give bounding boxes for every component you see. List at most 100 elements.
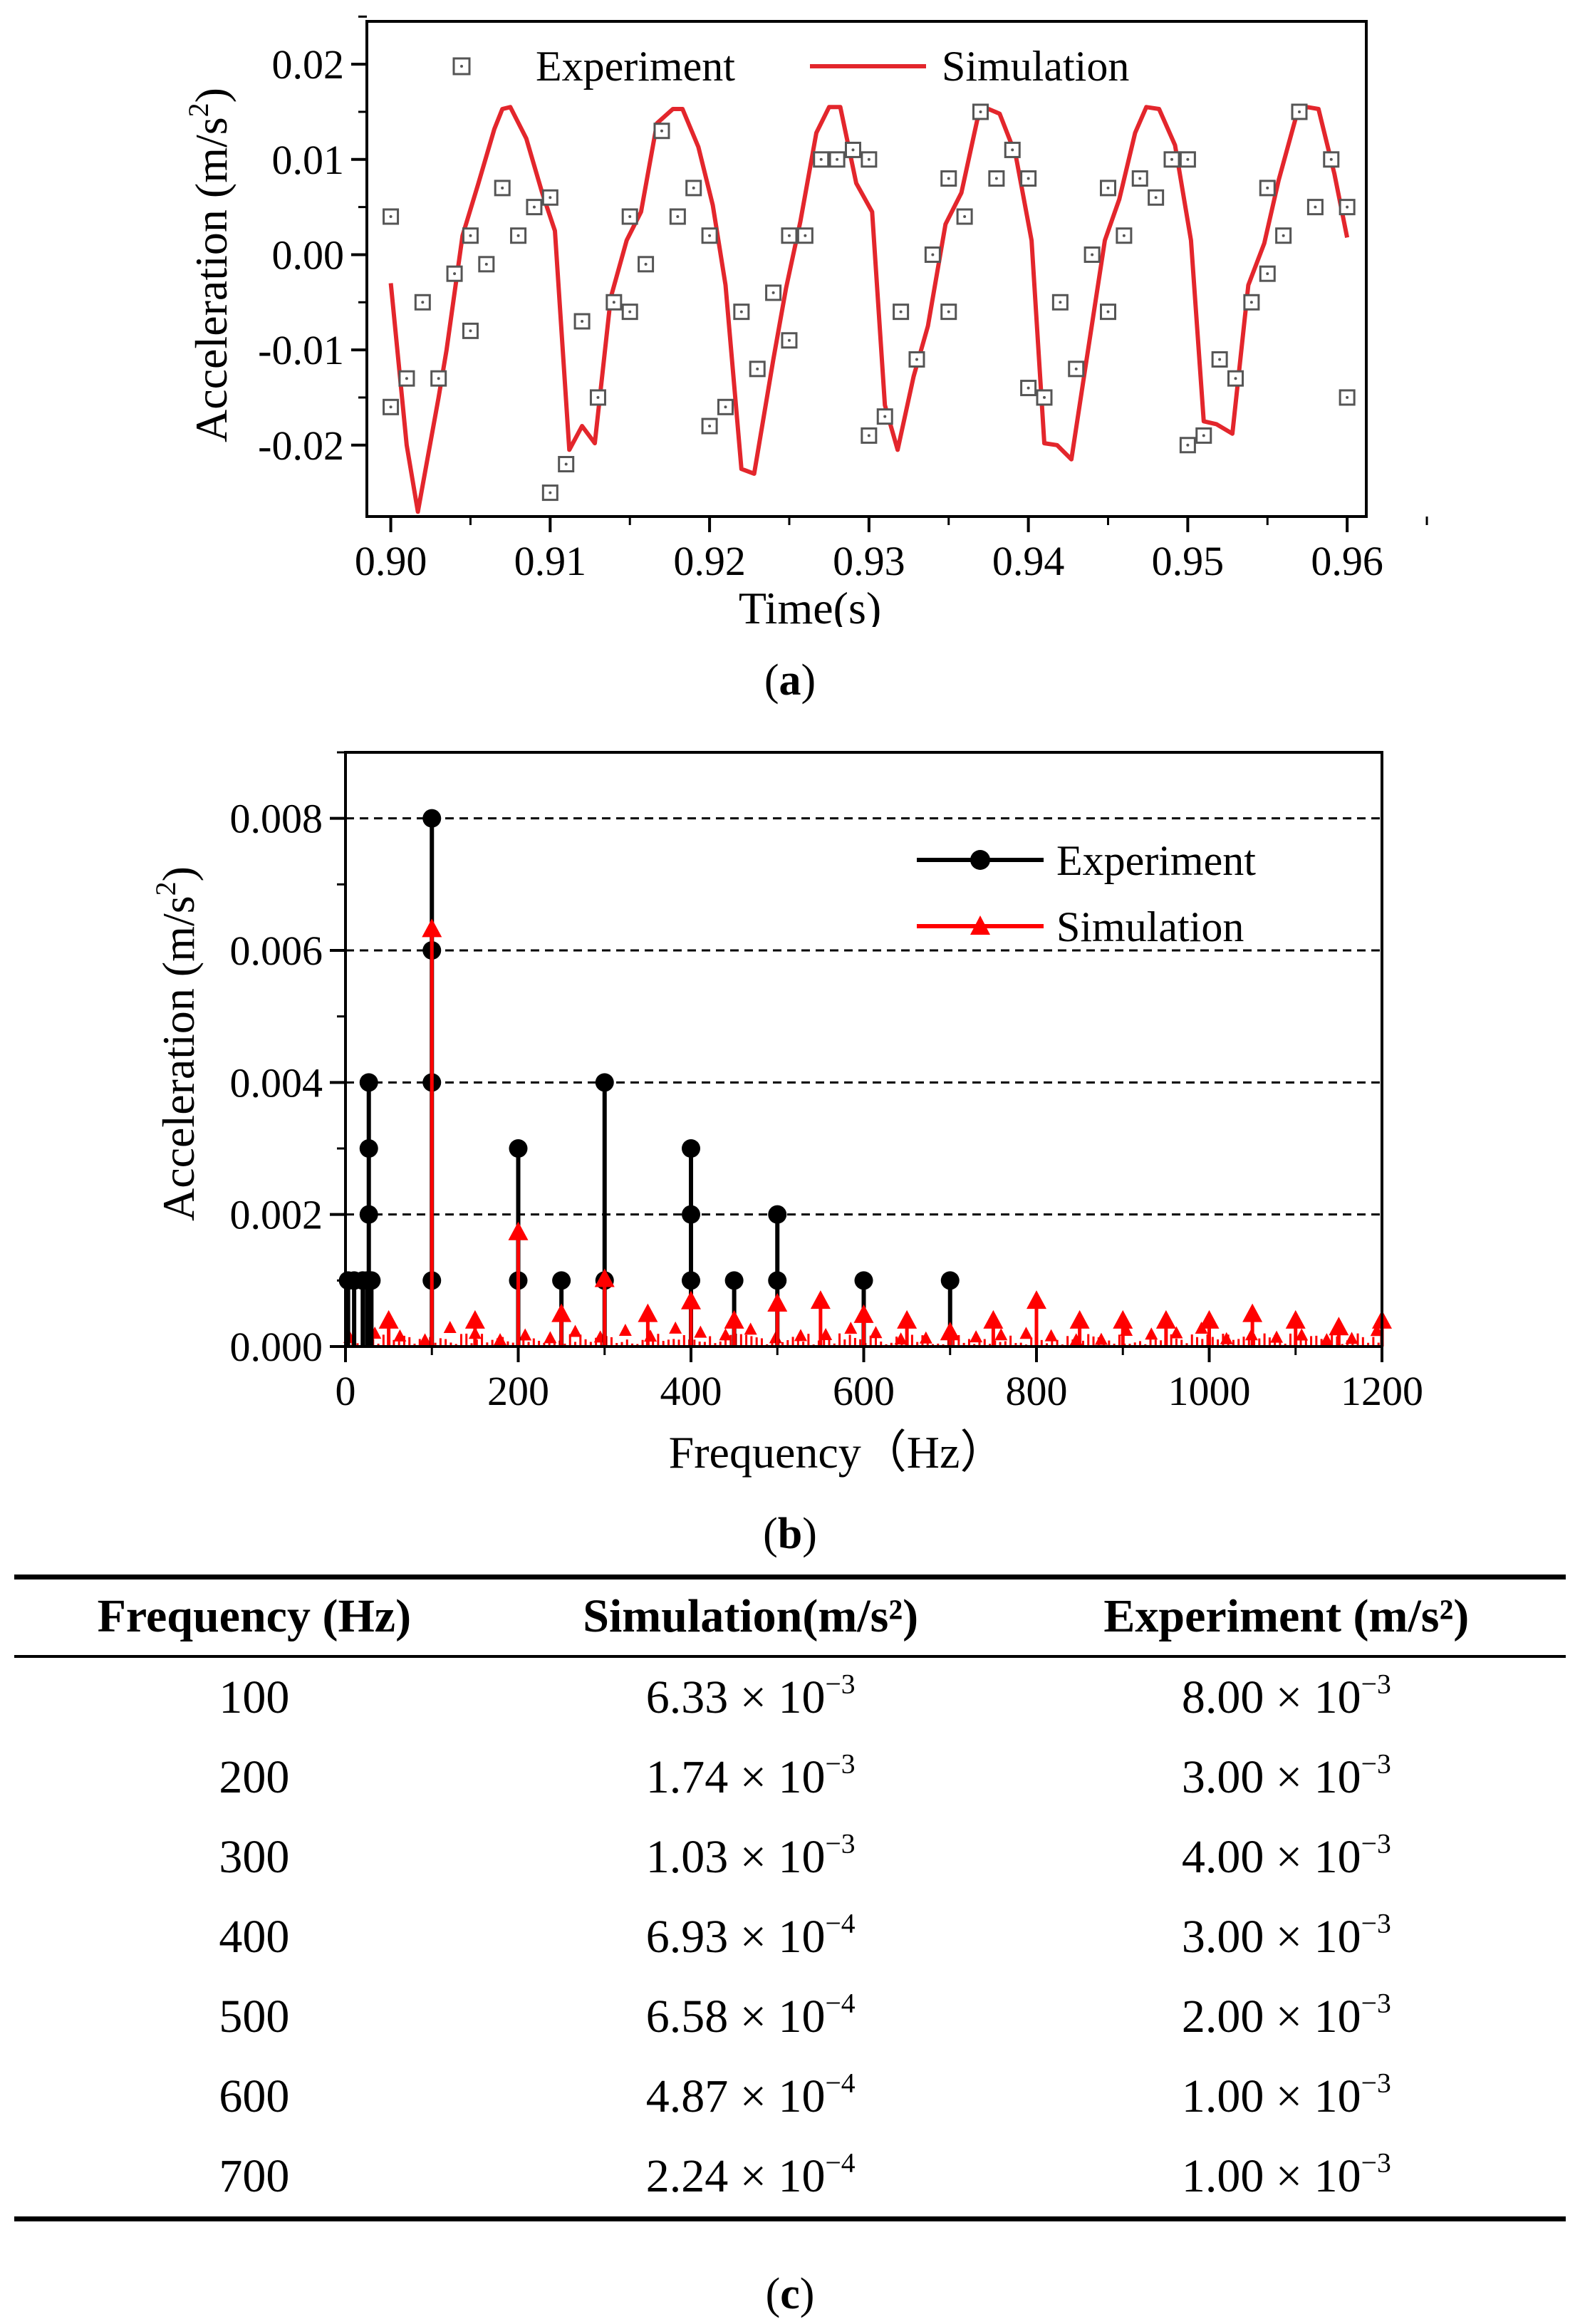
experiment-marker-dot: [1042, 395, 1046, 399]
legend-simulation-marker: [970, 915, 990, 935]
experiment-point: [844, 141, 861, 158]
experiment-point: [552, 1271, 571, 1290]
experiment-point: [430, 370, 447, 387]
simulation-point: [681, 1290, 701, 1309]
noise-marker: [794, 1329, 807, 1342]
simulation-point: [1155, 1309, 1176, 1329]
cell-experiment: 4.00 × 10−3: [1181, 1827, 1391, 1883]
experiment-marker-dot: [1346, 395, 1349, 399]
simulation-point: [853, 1304, 874, 1323]
experiment-point: [669, 208, 686, 225]
experiment-point: [509, 1139, 528, 1158]
table-row: 600 4.87 × 10−4 1.00 × 10−3: [14, 2057, 1566, 2137]
noise-marker: [1320, 1333, 1334, 1346]
experiment-marker-dot: [1298, 110, 1301, 113]
experiment-marker-dot: [836, 157, 839, 161]
experiment-marker-dot: [469, 329, 472, 333]
experiment-marker-dot: [1346, 205, 1349, 209]
legend-experiment-label: Experiment: [1056, 837, 1256, 884]
experiment-point: [653, 123, 670, 140]
experiment-point: [359, 1205, 378, 1224]
experiment-point: [876, 408, 893, 425]
noise-marker: [970, 1330, 983, 1343]
chart-b-xtick-label: 0: [336, 1368, 356, 1414]
noise-marker: [819, 1328, 833, 1341]
experiment-marker-dot: [883, 415, 887, 418]
chart-a-xtick-label: 0.90: [355, 538, 427, 584]
experiment-point: [940, 170, 957, 187]
simulation-point: [1113, 1309, 1133, 1329]
legend-simulation-label: Simulation: [1056, 903, 1244, 950]
experiment-point: [383, 398, 400, 415]
chart-b-plot-area: 0 200 400 600 800 1000 1200 0.000 0.002 0.004 0.00…: [230, 751, 1423, 1414]
header-frequency: Frequency (Hz): [97, 1590, 412, 1642]
chart-b-xtick-label: 600: [833, 1368, 895, 1414]
cell-frequency: 400: [219, 1911, 290, 1963]
experiment-point: [828, 151, 846, 168]
simulation-point: [1242, 1303, 1263, 1322]
experiment-marker-dot: [1027, 177, 1030, 180]
experiment-point: [362, 1271, 381, 1290]
chart-a: 0.90 0.91 0.92 0.93 0.94 0.95 0.96 -0.02 -0.01 0.…: [182, 15, 1428, 627]
experiment-point: [781, 227, 798, 244]
caption-b: (b): [763, 1510, 817, 1558]
noise-marker: [894, 1332, 908, 1345]
chart-a-xlabel: Time(s): [739, 583, 881, 627]
cell-frequency: 500: [219, 1991, 290, 2043]
experiment-point: [685, 180, 702, 197]
cell-experiment: 8.00 × 10−3: [1181, 1668, 1391, 1723]
experiment-point: [621, 208, 638, 225]
experiment-point: [768, 1205, 787, 1224]
experiment-marker-dot: [1027, 386, 1030, 390]
chart-a-ytick-label: -0.02: [258, 422, 344, 469]
experiment-marker-dot: [1218, 358, 1222, 361]
chart-b-xtick-label: 200: [487, 1368, 549, 1414]
simulation-point: [1199, 1309, 1220, 1329]
experiment-point: [893, 304, 910, 321]
caption-a: (a): [764, 656, 816, 705]
chart-b-xtick-label: 800: [1006, 1368, 1068, 1414]
noise-marker: [494, 1333, 507, 1346]
experiment-point: [446, 265, 463, 282]
experiment-marker-dot: [915, 358, 918, 361]
legend-simulation-label: Simulation: [942, 43, 1129, 90]
chart-a-frame: [365, 20, 1368, 518]
experiment-marker-dot: [947, 310, 950, 313]
experiment-point: [765, 284, 782, 301]
experiment-point: [940, 1271, 960, 1290]
legend-experiment-dot: [460, 65, 463, 68]
chart-b-xtick-label: 1000: [1168, 1368, 1251, 1414]
noise-marker: [1145, 1327, 1158, 1340]
experiment-marker-dot: [724, 405, 727, 409]
experiment-marker-dot: [1234, 377, 1237, 380]
experiment-marker-dot: [628, 310, 632, 313]
noise-marker: [1370, 1324, 1383, 1337]
experiment-point: [1020, 380, 1037, 397]
chart-a-ytick-label: 0.00: [272, 232, 345, 278]
simulation-point: [1069, 1309, 1090, 1329]
experiment-point: [1259, 265, 1276, 282]
noise-marker: [519, 1328, 532, 1341]
experiment-point: [606, 294, 623, 311]
experiment-marker-dot: [1138, 177, 1142, 180]
noise-marker: [418, 1333, 432, 1346]
cell-simulation: 6.33 × 10−3: [645, 1668, 856, 1723]
experiment-point: [398, 370, 415, 387]
chart-a-xtick-label: 0.95: [1152, 538, 1225, 584]
experiment-marker-dot: [947, 177, 950, 180]
experiment-point: [1083, 246, 1101, 263]
simulation-point: [422, 918, 442, 938]
experiment-point: [1306, 199, 1324, 216]
experiment-marker-dot: [1266, 186, 1269, 190]
experiment-point: [1131, 170, 1148, 187]
simulation-point: [594, 1268, 615, 1287]
table-row: 500 6.58 × 10−4 2.00 × 10−3: [14, 1977, 1566, 2057]
simulation-point: [724, 1309, 744, 1329]
experiment-point: [682, 1271, 700, 1290]
experiment-marker-dot: [1329, 157, 1333, 161]
simulation-point: [810, 1290, 831, 1309]
experiment-marker-dot: [1186, 157, 1190, 161]
noise-marker: [1094, 1332, 1108, 1345]
experiment-marker-dot: [405, 377, 408, 380]
experiment-marker-dot: [469, 234, 472, 237]
